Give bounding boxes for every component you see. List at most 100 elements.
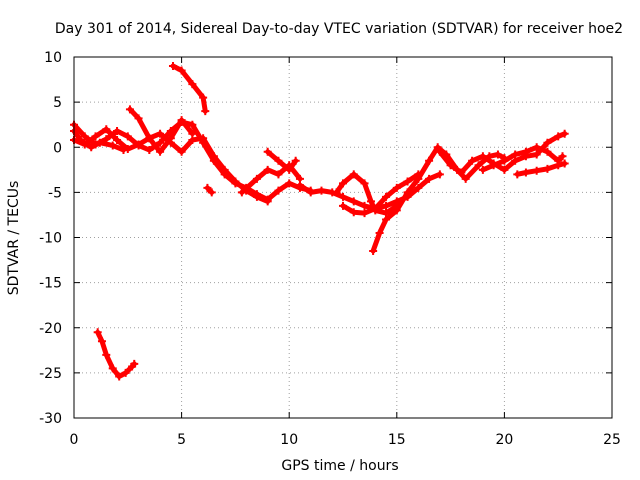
data-point: [166, 134, 175, 143]
data-point: [375, 228, 384, 237]
data-point: [285, 161, 294, 170]
x-tick-label: 20: [495, 432, 513, 448]
data-point: [177, 116, 186, 125]
data-point: [513, 170, 522, 179]
data-point: [532, 166, 541, 175]
data-point: [360, 179, 369, 188]
data-point: [274, 156, 283, 165]
data-point: [532, 143, 541, 152]
series-track-15: [513, 159, 569, 179]
data-point: [478, 165, 487, 174]
y-tick-label: -5: [48, 185, 62, 201]
series-track-11: [339, 170, 423, 218]
data-point: [156, 138, 165, 147]
data-point: [115, 372, 124, 381]
x-tick-label: 0: [70, 432, 79, 448]
data-point: [382, 192, 391, 201]
data-point: [560, 129, 569, 138]
data-point: [263, 197, 272, 206]
data-point: [306, 188, 315, 197]
series-track-8: [237, 161, 304, 197]
data-point: [414, 174, 423, 183]
data-point: [168, 62, 177, 71]
x-tick-label: 15: [388, 432, 406, 448]
data-point: [108, 141, 117, 150]
data-point: [113, 136, 122, 145]
data-point: [134, 140, 143, 149]
y-tick-label: -30: [39, 411, 62, 427]
data-point: [145, 145, 154, 154]
data-point: [403, 188, 412, 197]
data-point: [332, 188, 341, 197]
data-point: [360, 209, 369, 218]
data-point: [558, 152, 567, 161]
data-point: [177, 147, 186, 156]
data-point: [543, 164, 552, 173]
data-point: [93, 328, 102, 337]
y-tick-label: 5: [53, 95, 62, 111]
axis-ticks: [73, 56, 613, 419]
y-tick-label: 10: [44, 50, 62, 66]
data-point: [349, 197, 358, 206]
data-point: [414, 183, 423, 192]
series-track-4: [125, 105, 197, 156]
data-point: [425, 156, 434, 165]
data-point: [532, 150, 541, 159]
data-point: [95, 138, 104, 147]
data-point: [349, 208, 358, 217]
data-point: [220, 165, 229, 174]
y-axis-label: SDTVAR / TECUs: [6, 181, 22, 296]
data-point: [252, 174, 261, 183]
data-point: [543, 147, 552, 156]
data-point: [263, 147, 272, 156]
data-point: [91, 132, 100, 141]
data-point: [369, 247, 378, 256]
data-point: [392, 206, 401, 215]
data-point: [435, 147, 444, 156]
axis-tick-labels: 0 5 10 15 20 25 -30 -25 -20 -15 -10 -5 0 5 10: [39, 50, 621, 448]
x-axis-label: GPS time / hours: [281, 458, 398, 474]
data-point: [554, 132, 563, 141]
data-point: [231, 177, 240, 186]
data-point: [382, 215, 391, 224]
data-point: [97, 337, 106, 346]
data-point: [521, 147, 530, 156]
x-tick-label: 5: [177, 432, 186, 448]
data-point: [339, 201, 347, 210]
data-point: [125, 105, 134, 114]
data-point: [207, 188, 216, 197]
data-point: [76, 136, 85, 145]
data-point: [252, 192, 261, 201]
data-point: [382, 201, 391, 210]
data-point: [489, 161, 498, 170]
data-point: [371, 204, 380, 213]
series-track-6: [203, 183, 216, 197]
data-point: [177, 66, 186, 75]
series-track-5: [168, 62, 210, 116]
data-point: [119, 145, 128, 154]
data-point: [360, 201, 369, 210]
data-point: [199, 134, 208, 143]
data-point: [339, 179, 347, 188]
data-point: [102, 350, 111, 359]
series-line: [239, 162, 303, 195]
data-point: [80, 132, 89, 141]
data-point: [209, 152, 218, 161]
data-point: [560, 159, 569, 168]
data-point: [468, 156, 477, 165]
series-track-16: [93, 328, 139, 381]
data-point: [317, 186, 326, 195]
gridlines: [74, 57, 612, 418]
x-tick-label: 25: [603, 432, 621, 448]
data-point: [554, 161, 563, 170]
y-tick-label: 0: [53, 140, 62, 156]
data-point: [188, 129, 197, 138]
data-point: [87, 143, 96, 152]
data-point: [392, 183, 401, 192]
y-tick-label: -25: [39, 366, 62, 382]
data-point: [435, 170, 444, 179]
data-point: [493, 150, 502, 159]
data-point: [203, 183, 212, 192]
data-point: [461, 174, 470, 183]
